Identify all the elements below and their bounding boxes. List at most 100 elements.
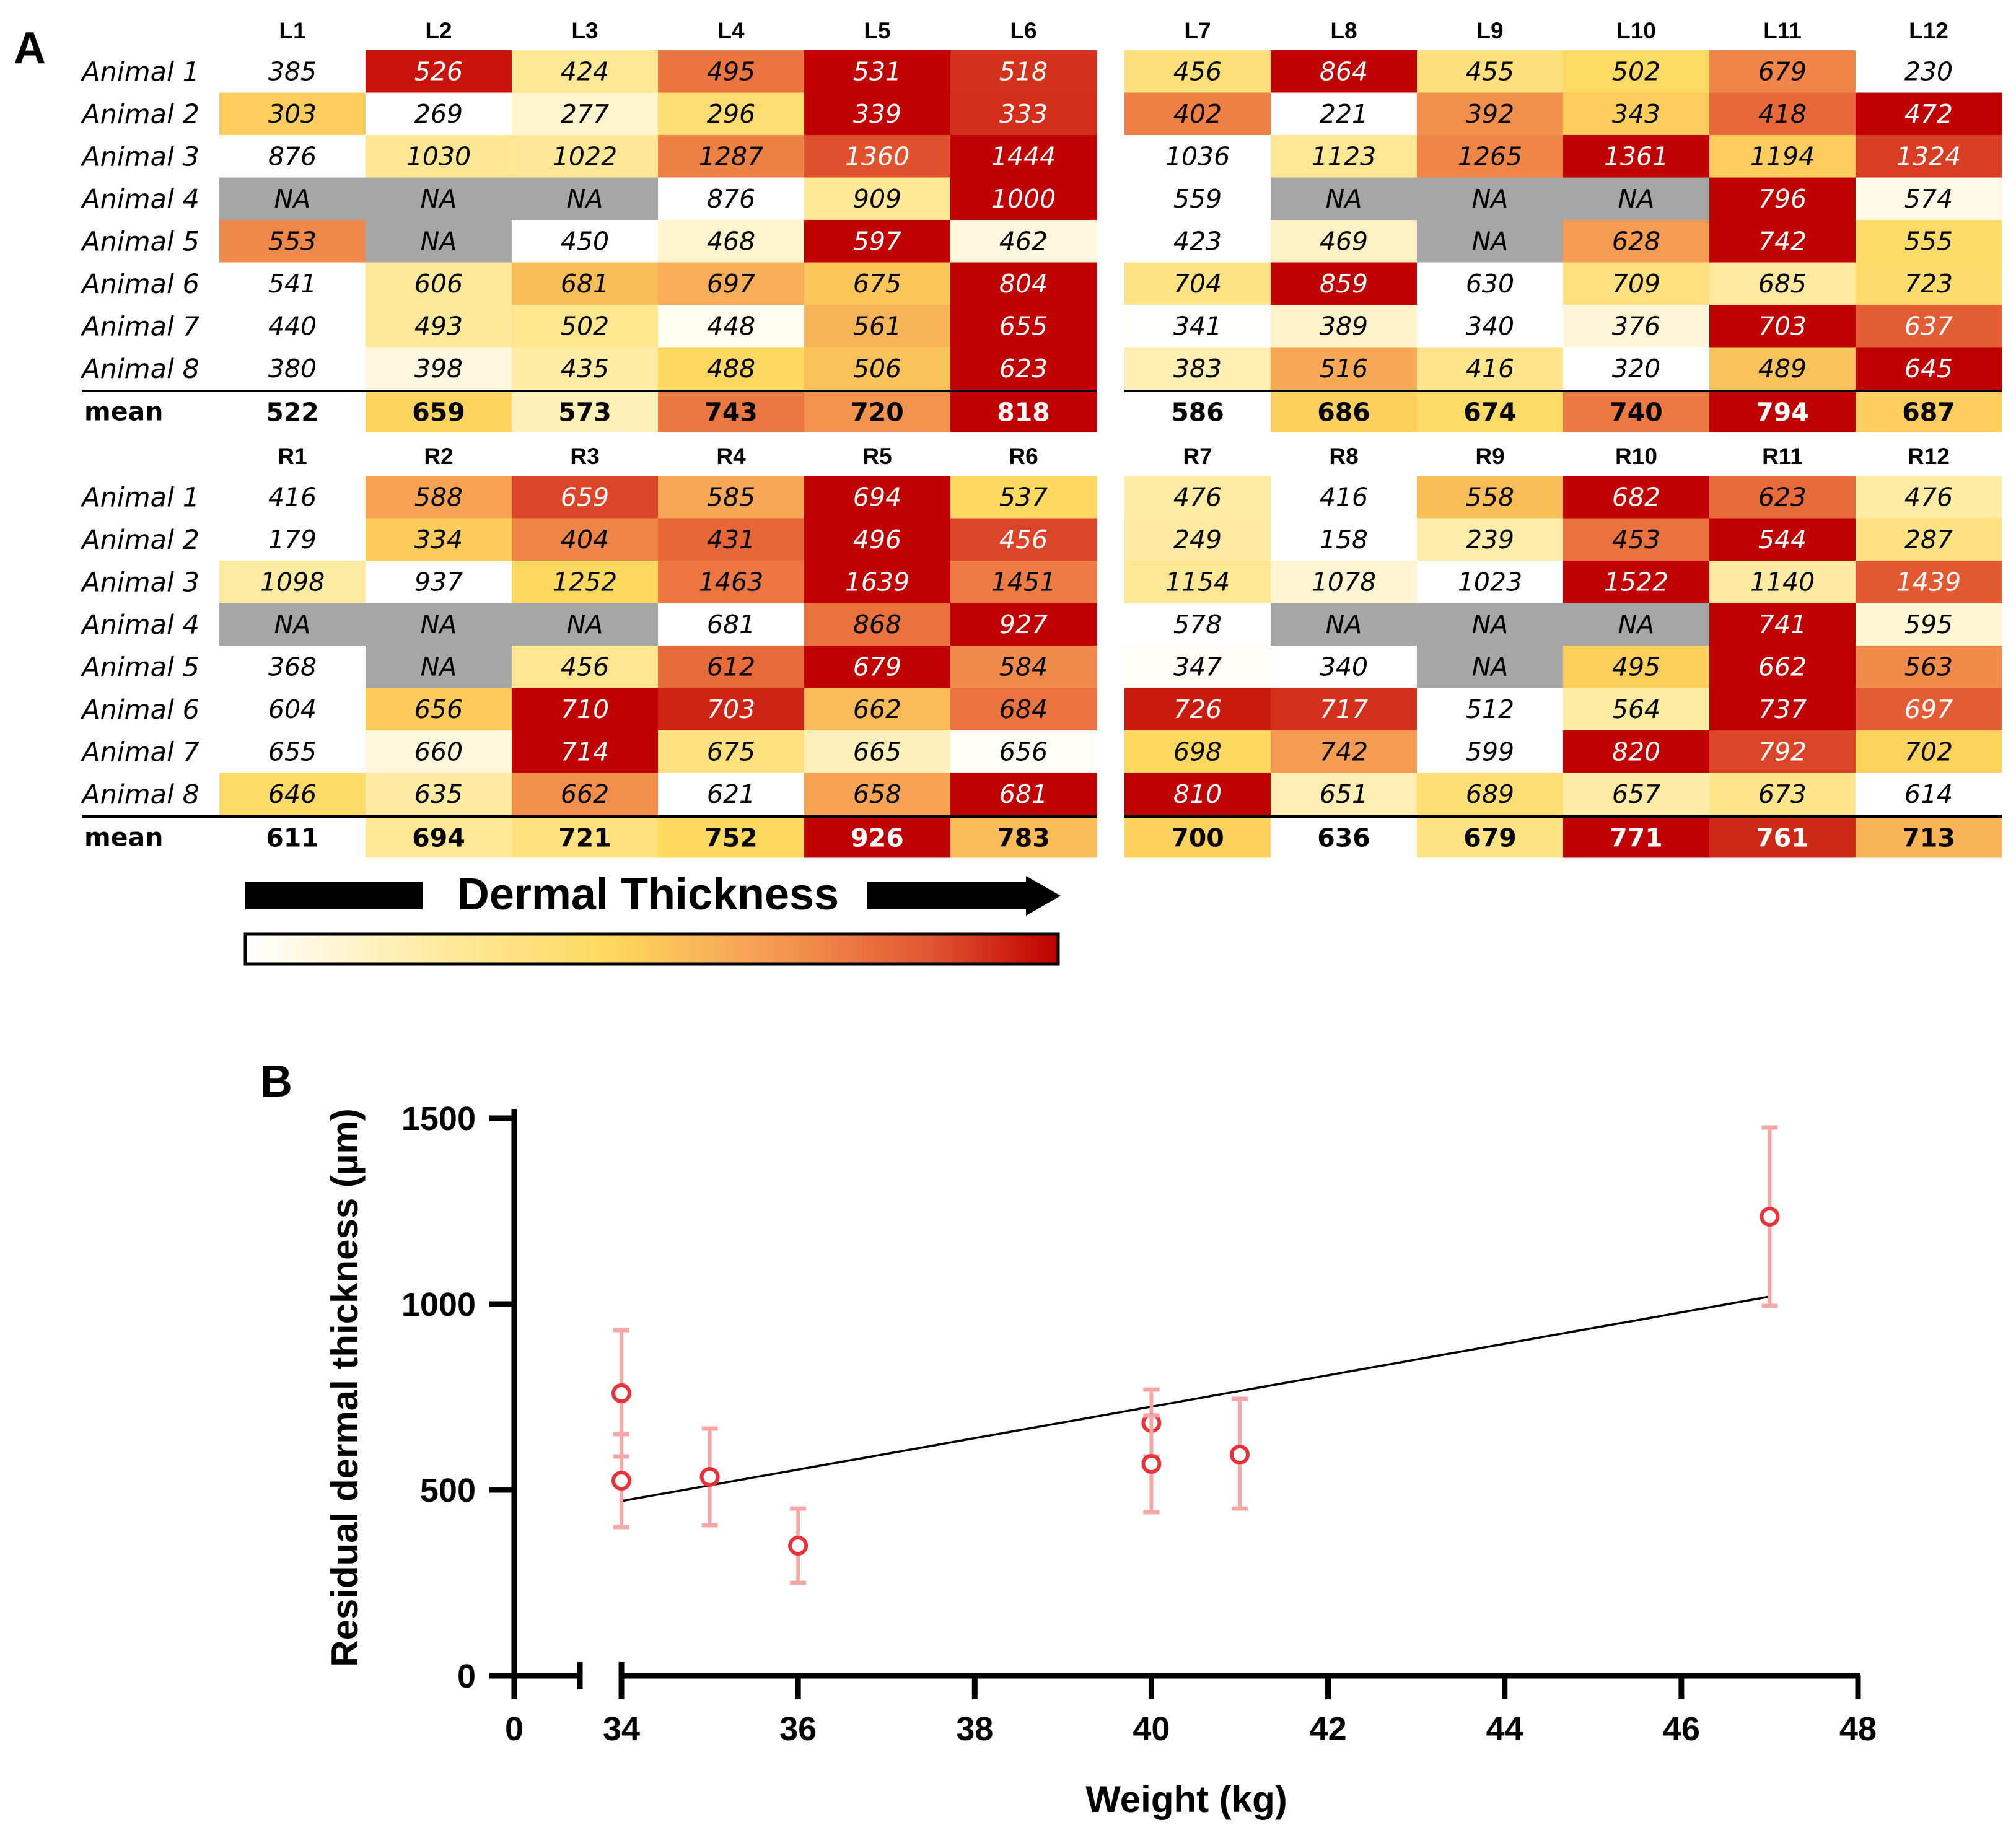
- heatmap-cell: [804, 305, 951, 348]
- heatmap-cell: [1124, 603, 1271, 646]
- heatmap-cell-value: 656: [999, 737, 1048, 766]
- heatmap-cell: [950, 646, 1097, 689]
- heatmap-cell: [1271, 347, 1418, 390]
- heatmap-cell-value: 1639: [845, 567, 909, 597]
- heatmap-cell: [512, 135, 659, 178]
- heatmap-cell-value: 635: [414, 779, 463, 809]
- heatmap-cell-value: NA: [1472, 610, 1509, 639]
- heatmap-cell-value: 541: [268, 269, 317, 299]
- heatmap-cell: [1856, 773, 2002, 816]
- heatmap-cell: [1563, 730, 1710, 774]
- heatmap-cell-value: 694: [853, 482, 901, 512]
- heatmap-cell: [804, 262, 951, 305]
- heatmap-cell: [658, 646, 805, 689]
- heatmap-cell-value: 703: [707, 694, 755, 724]
- heatmap-cell-value: 495: [707, 56, 755, 86]
- heatmap-cell: [950, 688, 1097, 731]
- heatmap-cell-value: 698: [1173, 737, 1222, 766]
- heatmap-cell-value: 682: [1612, 482, 1660, 512]
- heatmap-cell-value: 1324: [1896, 141, 1961, 171]
- heatmap-cell-value: 588: [414, 482, 463, 512]
- mean-cell-value: 611: [266, 823, 319, 852]
- column-header: L7: [1184, 18, 1211, 43]
- mean-cell: [950, 392, 1097, 432]
- heatmap-cell-value: 506: [853, 354, 901, 383]
- heatmap-cell-value: 662: [853, 694, 901, 724]
- heatmap-cell-value: 423: [1173, 226, 1222, 256]
- heatmap-cell: [512, 177, 659, 221]
- mean-cell-value: 794: [1756, 397, 1809, 427]
- heatmap-cell: [219, 177, 366, 221]
- heatmap-cell-value: 599: [1466, 737, 1514, 766]
- column-header: R9: [1475, 444, 1504, 469]
- heatmap-cell-value: 469: [1320, 226, 1368, 256]
- heatmap-cell-value: 657: [1612, 779, 1660, 809]
- heatmap-cell-value: 742: [1320, 737, 1368, 766]
- heatmap-cell: [512, 518, 659, 561]
- row-label: Animal 2: [80, 99, 199, 130]
- heatmap-cell-value: 1036: [1165, 141, 1230, 171]
- heatmap-cell: [219, 220, 366, 263]
- heatmap-cell: [1563, 220, 1710, 263]
- heatmap-cell-value: 709: [1612, 269, 1660, 299]
- heatmap-cell-value: 1140: [1750, 567, 1815, 597]
- heatmap-cell: [804, 135, 951, 178]
- heatmap-cell-value: 597: [853, 226, 901, 256]
- heatmap-cell: [950, 135, 1097, 178]
- heatmap-cell: [366, 561, 512, 604]
- heatmap-cell-value: 1000: [991, 184, 1056, 214]
- heatmap-cell: [1563, 476, 1710, 519]
- heatmap-cell: [658, 476, 805, 519]
- heatmap-cell: [512, 773, 659, 816]
- heatmap-cell-value: 810: [1173, 779, 1222, 809]
- mean-cell-value: 687: [1902, 397, 1955, 427]
- mean-cell-value: 761: [1756, 823, 1809, 852]
- heatmap-cell: [1417, 262, 1564, 305]
- heatmap-cell: [1124, 92, 1271, 136]
- heatmap-cell: [512, 347, 659, 390]
- regression-line: [621, 1295, 1770, 1502]
- heatmap-cell-value: 1252: [553, 567, 617, 597]
- heatmap-cell-value: 584: [999, 652, 1048, 681]
- x-tick-label: 38: [956, 1710, 993, 1748]
- heatmap-cell-value: 518: [999, 56, 1048, 86]
- mean-cell-value: 573: [558, 397, 611, 427]
- heatmap-cell: [804, 603, 951, 646]
- heatmap-cell-value: 563: [1904, 652, 1953, 681]
- heatmap-cell-value: 662: [561, 779, 609, 809]
- heatmap-cell: [1271, 220, 1418, 263]
- heatmap-cell-value: 662: [1758, 652, 1807, 681]
- x-tick-label: 0: [505, 1710, 524, 1748]
- heatmap-cell: [1563, 177, 1710, 221]
- heatmap-cell-value: 868: [853, 610, 901, 639]
- mean-cell: [1271, 818, 1418, 858]
- heatmap-cell: [658, 773, 805, 816]
- heatmap-cell-value: 1098: [260, 567, 325, 597]
- heatmap-cell-value: NA: [1472, 184, 1509, 214]
- heatmap-cell: [950, 50, 1097, 94]
- heatmap-cell: [1709, 305, 1856, 348]
- heatmap-cell: [1271, 646, 1418, 689]
- heatmap-cell-value: 558: [1466, 482, 1514, 512]
- heatmap-cell: [1124, 518, 1271, 561]
- heatmap-cell-value: 333: [999, 99, 1048, 129]
- scatter-plot: 0 500 1000 1500 0 34 36 38 40 42 44 46 48 Weight (kg)…: [324, 1100, 1877, 1820]
- heatmap-cell-value: 637: [1904, 311, 1953, 341]
- mean-cell: [1417, 392, 1564, 432]
- y-tick-label: 1500: [401, 1100, 476, 1137]
- heatmap-cell-value: 456: [1173, 56, 1222, 86]
- heatmap-cell: [658, 730, 805, 774]
- heatmap-cell: [658, 603, 805, 646]
- heatmap-cell: [1563, 646, 1710, 689]
- heatmap-cell: [804, 92, 951, 136]
- heatmap-cell: [1124, 220, 1271, 263]
- heatmap-cell: [366, 773, 512, 816]
- heatmap-cell-value: 502: [561, 311, 609, 341]
- heatmap-cell: [1709, 476, 1856, 519]
- heatmap-cell-value: 792: [1758, 737, 1807, 766]
- heatmap-cell-value: 488: [707, 354, 755, 383]
- heatmap-cell: [1563, 262, 1710, 305]
- heatmap-cell-value: 703: [1758, 311, 1807, 341]
- heatmap-cell-value: 665: [853, 737, 901, 766]
- heatmap-cell: [1271, 50, 1418, 94]
